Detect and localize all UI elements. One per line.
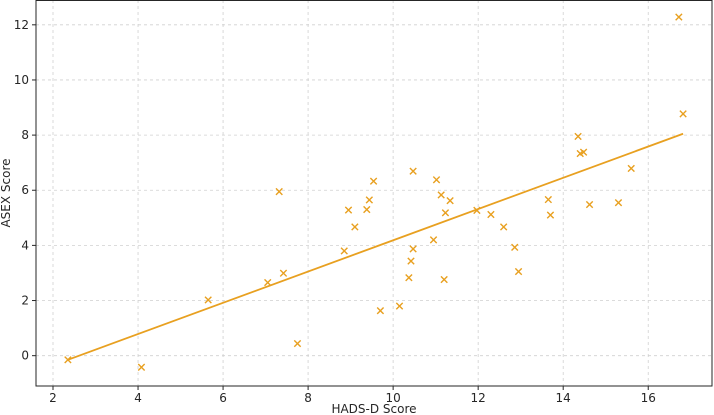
data-point [432,176,441,184]
data-point [204,296,212,304]
data-point [64,356,72,364]
data-point [675,13,683,21]
grid [36,0,712,386]
data-points [64,13,687,371]
y-tick-label: 4 [21,238,29,252]
data-point [546,211,555,219]
data-point [440,275,448,284]
data-point [340,247,348,255]
x-tick-label: 8 [304,391,312,405]
x-tick-label: 12 [471,391,486,405]
data-point [473,206,481,215]
data-point [585,200,594,209]
data-point [264,278,272,287]
data-point [441,209,450,217]
x-axis-label: HADS-D Score [331,402,416,415]
data-point [511,243,519,252]
data-point [344,206,353,214]
data-point [363,205,371,214]
x-tick-label: 2 [49,391,57,405]
data-point [365,196,374,204]
data-point [405,273,413,282]
data-point [293,339,302,348]
y-tick-label: 10 [14,73,29,87]
data-point [627,164,635,173]
data-point [351,223,359,231]
data-point [429,236,438,244]
data-point [544,195,553,204]
data-point [446,197,454,205]
data-point [487,210,495,219]
x-tick-label: 4 [134,391,142,405]
data-point [395,302,404,310]
x-tick-label: 14 [556,391,571,405]
trend-line-group [67,132,684,361]
data-point [407,257,415,265]
tick-labels: 2 4 6 8 10 12 14 16 0 2 4 6 8 10 12 [14,18,656,405]
data-point [499,223,508,231]
trend-line [67,132,684,361]
data-point [376,307,385,315]
y-axis-label: ASEX Score [0,158,13,227]
data-point [574,132,582,141]
x-tick-label: 16 [641,391,656,405]
plot-frame [35,0,713,387]
y-tick-label: 8 [21,128,29,142]
x-tick-label: 10 [385,391,400,405]
y-tick-label: 2 [21,294,29,308]
y-tick-label: 12 [14,18,29,32]
data-point [137,363,146,371]
data-point [437,191,445,199]
data-point [679,110,687,118]
data-point [279,269,288,277]
y-tick-label: 0 [21,349,29,363]
x-tick-label: 6 [219,391,227,405]
data-point [614,198,623,207]
data-point [369,177,378,185]
data-point [514,267,523,276]
data-point [409,245,417,253]
y-tick-label: 6 [21,183,29,197]
data-point [579,148,588,156]
data-point [275,187,283,196]
data-point [409,167,417,175]
